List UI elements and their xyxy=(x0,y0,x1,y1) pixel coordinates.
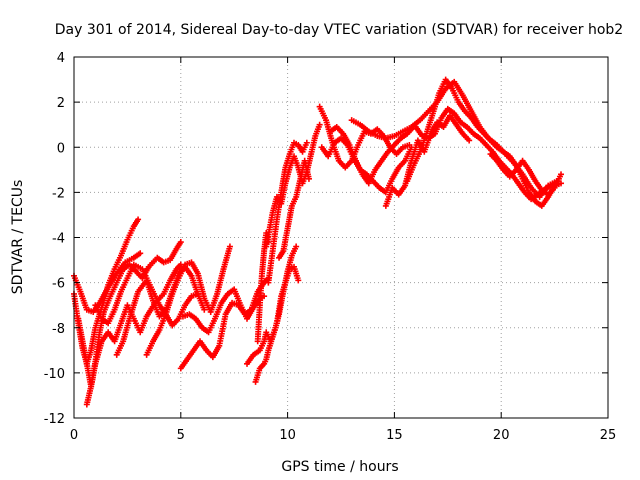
data-series xyxy=(265,139,310,286)
data-point xyxy=(177,239,184,246)
data-series xyxy=(318,135,415,196)
y-tick-label: -10 xyxy=(44,367,65,382)
x-tick-label: 10 xyxy=(279,428,296,443)
data-series xyxy=(83,261,184,408)
data-series xyxy=(327,123,417,187)
x-tick-label: 25 xyxy=(600,428,617,443)
data-series xyxy=(276,157,312,261)
data-series xyxy=(143,243,233,358)
data-point xyxy=(293,243,300,250)
y-tick-label: -12 xyxy=(44,412,65,427)
data-series xyxy=(316,103,413,171)
y-tick-label: 2 xyxy=(57,96,65,111)
data-series xyxy=(487,151,565,198)
y-tick-label: -2 xyxy=(52,186,65,201)
y-tick-label: -6 xyxy=(52,277,65,292)
grid-lines xyxy=(74,57,608,418)
y-tick-label: -8 xyxy=(52,322,65,337)
data-point xyxy=(226,243,233,250)
data-series xyxy=(252,263,302,385)
data-series xyxy=(412,105,560,203)
data-point xyxy=(137,250,144,257)
y-tick-label: 0 xyxy=(57,141,65,156)
data-point xyxy=(295,277,302,284)
data-series xyxy=(263,121,323,250)
data-point xyxy=(135,216,142,223)
x-axis-label: GPS time / hours xyxy=(281,459,398,475)
data-point xyxy=(303,139,310,146)
data-point xyxy=(316,121,323,128)
data-point xyxy=(558,171,565,178)
y-axis-label: SDTVAR / TECUs xyxy=(10,180,26,295)
chart-title: Day 301 of 2014, Sidereal Day-to-day VTE… xyxy=(55,22,623,38)
x-tick-label: 20 xyxy=(493,428,510,443)
x-tick-label: 15 xyxy=(386,428,403,443)
data-points xyxy=(71,76,565,408)
y-tick-label: 4 xyxy=(57,51,65,66)
data-point xyxy=(201,306,208,313)
x-tick-label: 0 xyxy=(70,428,78,443)
data-series xyxy=(177,275,272,372)
x-tick-label: 5 xyxy=(177,428,185,443)
data-point xyxy=(466,137,473,144)
y-tick-label: -4 xyxy=(52,232,65,247)
axis-ticks xyxy=(73,56,609,419)
data-point xyxy=(305,175,312,182)
data-series xyxy=(179,286,268,336)
